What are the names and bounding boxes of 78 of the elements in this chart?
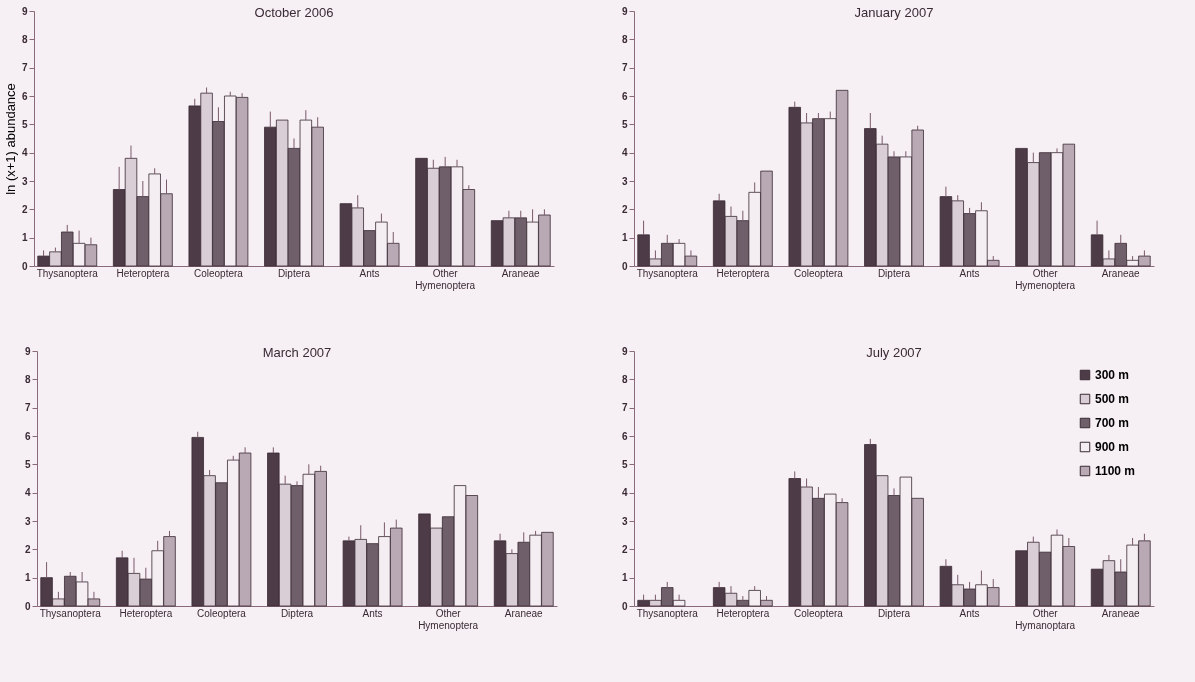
x-tick-label: Heteroptera	[119, 607, 173, 619]
legend-label: 1100 m	[1095, 464, 1136, 478]
y-tick-label: 1	[621, 572, 628, 584]
y-tick-label: 1	[24, 572, 31, 584]
y-tick-label: 5	[24, 458, 31, 470]
x-tick-label: Other Hymenoptera	[418, 607, 479, 631]
x-tick-label: Heteroptera	[116, 267, 170, 279]
x-tick-label: Other Hymenoptera	[1015, 267, 1076, 291]
y-tick-label: 9	[621, 5, 628, 17]
x-tick-label: Diptera	[280, 607, 314, 619]
y-tick-label: 3	[21, 175, 28, 187]
x-tick-label: Coleoptera	[793, 607, 844, 619]
chart-title: March 2007	[262, 345, 332, 360]
chart-title: January 2007	[854, 5, 934, 20]
y-tick-label: 2	[621, 543, 628, 555]
x-tick-label: Araneae	[501, 267, 541, 279]
y-tick-label: 5	[621, 458, 628, 470]
y-tick-label: 7	[621, 62, 628, 74]
x-tick-label: Coleoptera	[793, 267, 844, 279]
legend-label: 900 m	[1095, 440, 1130, 454]
y-tick-label: 5	[621, 118, 628, 130]
y-tick-label: 8	[21, 33, 28, 45]
y-tick-label: 7	[21, 62, 28, 74]
y-tick-label: 2	[21, 203, 28, 215]
x-tick-label: Heteroptera	[716, 607, 770, 619]
y-tick-label: 2	[24, 543, 31, 555]
y-tick-label: 0	[621, 600, 628, 612]
chart-title: October 2006	[254, 5, 334, 20]
y-tick-label: 8	[621, 33, 628, 45]
y-tick-label: 6	[24, 430, 31, 442]
y-tick-label: 6	[21, 90, 28, 102]
x-tick-label: Thysanoptera	[636, 267, 699, 279]
x-tick-label: Thysanoptera	[36, 267, 99, 279]
x-tick-label: Coleoptera	[193, 267, 244, 279]
x-tick-label: Ants	[959, 267, 980, 279]
chart-title: July 2007	[866, 345, 922, 360]
x-tick-label: Ants	[359, 267, 380, 279]
y-tick-label: 2	[621, 203, 628, 215]
y-tick-label: 7	[621, 402, 628, 414]
x-tick-label: Thysanoptera	[636, 607, 699, 619]
y-tick-label: 6	[621, 430, 628, 442]
x-tick-label: Other Hymanoptara	[1015, 607, 1076, 631]
x-tick-label: Diptera	[877, 607, 911, 619]
y-tick-label: 4	[621, 147, 628, 159]
x-tick-label: Ants	[959, 607, 980, 619]
x-tick-label: Araneae	[1101, 267, 1141, 279]
y-tick-label: 6	[621, 90, 628, 102]
y-tick-label: 3	[621, 515, 628, 527]
x-tick-label: Araneae	[1101, 607, 1141, 619]
x-tick-label: Araneae	[504, 607, 544, 619]
x-tick-label: Diptera	[877, 267, 911, 279]
y-tick-label: 5	[21, 118, 28, 130]
y-tick-label: 3	[24, 515, 31, 527]
y-tick-label: 4	[621, 487, 628, 499]
y-tick-label: 4	[24, 487, 31, 499]
x-tick-label: Other Hymenoptera	[415, 267, 476, 291]
x-tick-label: Thysanoptera	[39, 607, 102, 619]
legend-label: 300 m	[1095, 368, 1130, 382]
x-tick-label: Coleoptera	[196, 607, 247, 619]
legend-label: 700 m	[1095, 416, 1130, 430]
y-tick-label: 9	[24, 345, 31, 357]
y-tick-label: 9	[21, 5, 28, 17]
y-tick-label: 0	[24, 600, 31, 612]
y-tick-label: 1	[21, 232, 28, 244]
legend-label: 500 m	[1095, 392, 1130, 406]
y-tick-label: 7	[24, 402, 31, 414]
x-tick-label: Ants	[362, 607, 383, 619]
y-tick-label: 0	[21, 260, 28, 272]
y-tick-label: 9	[621, 345, 628, 357]
x-tick-label: Heteroptera	[716, 267, 770, 279]
y-axis-title: ln (x+1) abundance	[2, 83, 18, 195]
y-tick-label: 8	[621, 373, 628, 385]
y-tick-label: 8	[24, 373, 31, 385]
y-tick-label: 0	[621, 260, 628, 272]
y-tick-label: 1	[621, 232, 628, 244]
y-tick-label: 4	[21, 147, 28, 159]
x-tick-label: Diptera	[277, 267, 311, 279]
y-tick-label: 3	[621, 175, 628, 187]
